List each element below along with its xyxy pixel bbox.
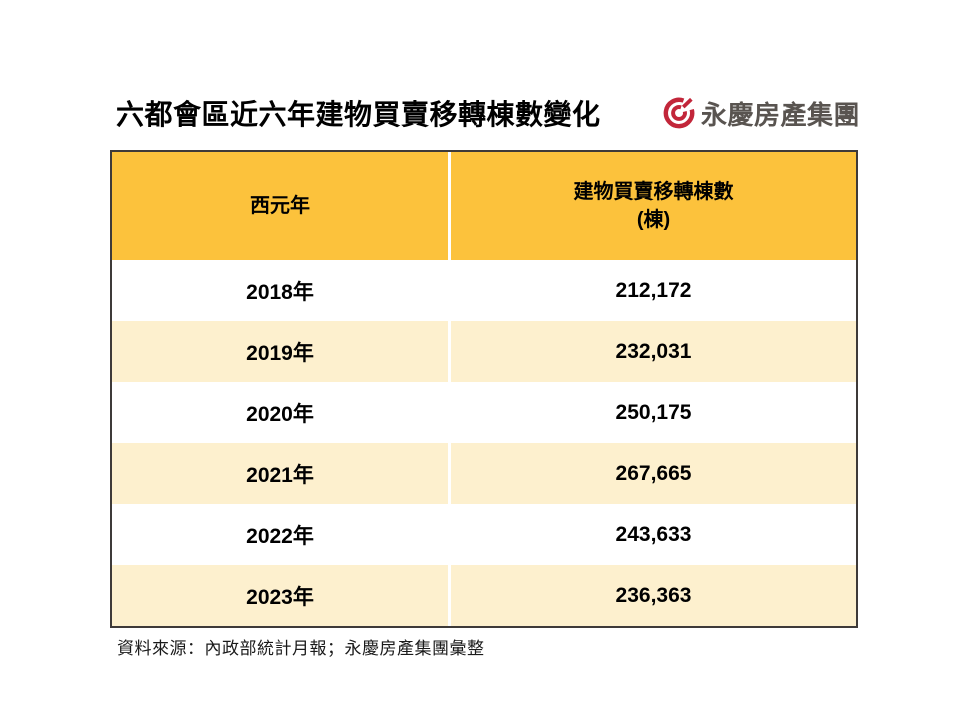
table-row: 2022年 243,633 [112,504,856,565]
year-cell: 2020年 [112,382,451,443]
year-cell: 2018年 [112,260,451,321]
company-logo-text: 永慶房產集團 [700,99,860,130]
table-row: 2021年 267,665 [112,443,856,504]
column-header-year-label: 西元年 [250,195,310,217]
column-header-transfers-line1: 建物買賣移轉棟數 [573,181,734,203]
table-row: 2018年 212,172 [112,260,856,321]
table-header-row: 西元年 建物買賣移轉棟數 (棟) [112,152,856,260]
column-header-transfers: 建物買賣移轉棟數 (棟) [451,152,856,260]
value-cell: 267,665 [615,461,692,485]
column-header-transfers-line2: (棟) [636,209,671,231]
year-cell: 2022年 [112,504,451,565]
source-note: 資料來源：內政部統計月報；永慶房產集團彙整 [117,639,485,658]
column-header-year: 西元年 [112,152,451,260]
value-cell: 243,633 [615,522,692,546]
value-cell: 236,363 [615,583,692,607]
data-table: 西元年 建物買賣移轉棟數 (棟) 2018年 212,172 2019年 232… [110,150,858,628]
year-cell: 2021年 [112,443,451,504]
yungching-spiral-g-icon [663,97,695,129]
year-cell: 2019年 [112,321,451,382]
company-logo: 永慶房產集團 [662,95,860,132]
table-row: 2019年 232,031 [112,321,856,382]
table-row: 2023年 236,363 [112,565,856,626]
value-cell: 232,031 [615,339,692,363]
page-title: 六都會區近六年建物買賣移轉棟數變化 [116,99,601,130]
header-band: 六都會區近六年建物買賣移轉棟數變化 永慶房產集團 [110,84,860,142]
value-cell: 250,175 [615,400,692,424]
table-row: 2020年 250,175 [112,382,856,443]
year-cell: 2023年 [112,565,451,626]
value-cell: 212,172 [615,278,692,302]
